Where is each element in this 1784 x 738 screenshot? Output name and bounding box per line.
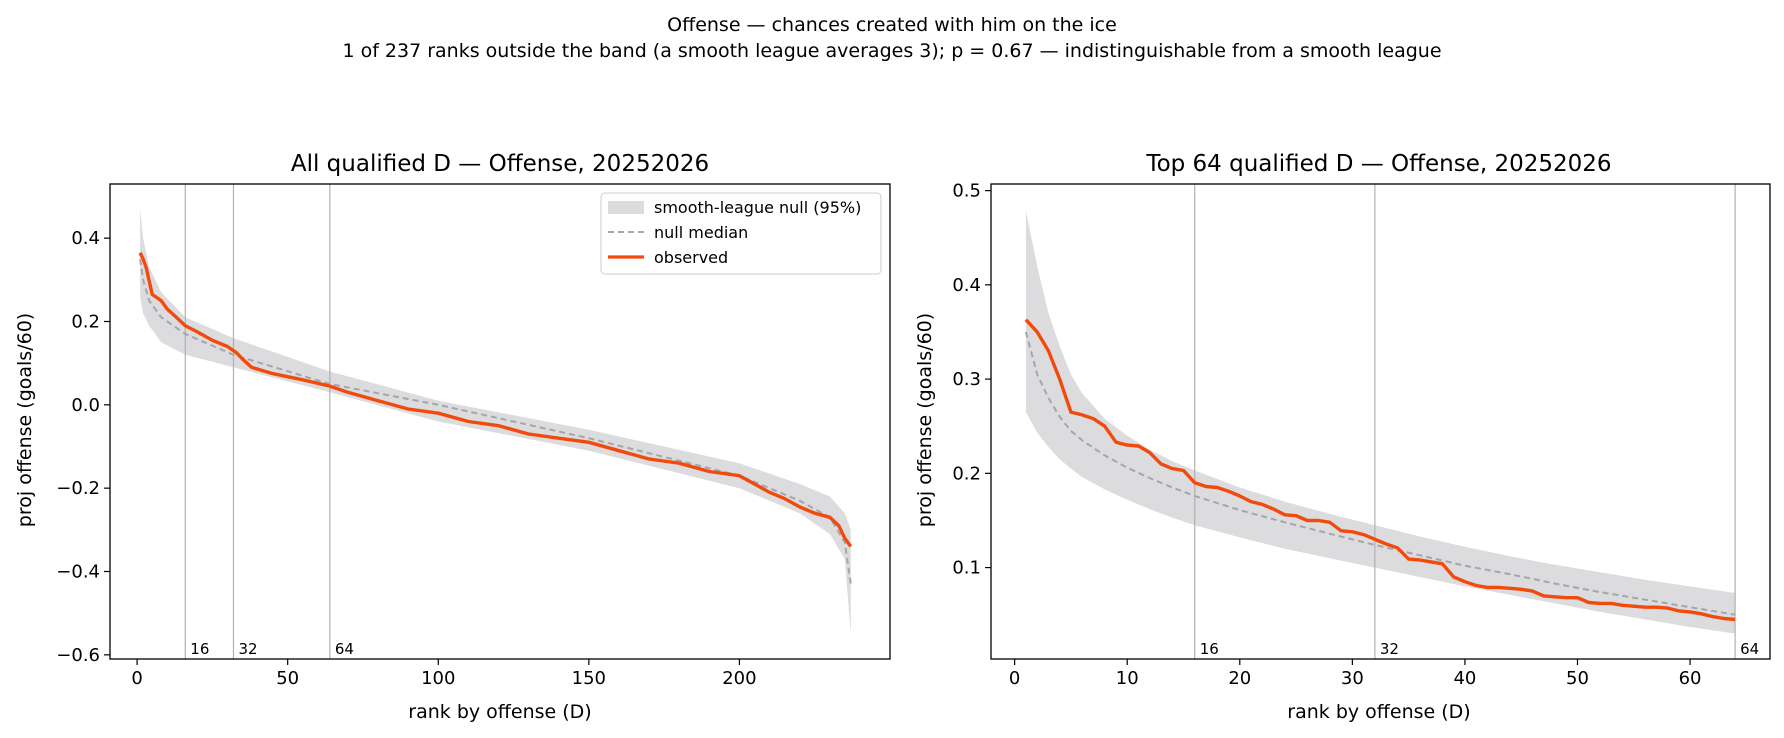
right-x-axis-label: rank by offense (D) xyxy=(1287,701,1470,723)
null-band xyxy=(140,209,851,634)
panel-left: All qualified D — Offense, 20252026 16 32… xyxy=(14,151,891,723)
left-y-axis-label: proj offense (goals/60) xyxy=(14,313,36,527)
x-tick-label: 10 xyxy=(1116,668,1139,689)
y-tick-label: 0.4 xyxy=(952,275,981,296)
y-tick-label: −0.4 xyxy=(56,562,100,583)
null-median-line xyxy=(1024,331,1736,616)
x-tick-label: 200 xyxy=(722,668,756,689)
x-tick-label: 60 xyxy=(1679,668,1702,689)
guide-label-16: 16 xyxy=(1200,640,1219,658)
guide-label-64: 64 xyxy=(1740,640,1759,658)
x-tick-label: 50 xyxy=(276,668,299,689)
x-tick-label: 30 xyxy=(1341,668,1364,689)
axes-frame xyxy=(109,183,891,660)
guide-label-32: 32 xyxy=(1380,640,1399,658)
legend-box xyxy=(600,192,882,275)
legend-band-label: smooth-league null (95%) xyxy=(654,198,861,217)
y-tick-label: 0.2 xyxy=(71,312,100,333)
axes-frame xyxy=(990,183,1771,660)
y-tick-label: 0.5 xyxy=(952,181,981,202)
guide-label-32: 32 xyxy=(238,640,257,658)
y-tick-label: 0.4 xyxy=(71,228,100,249)
null-median-line xyxy=(139,258,852,585)
y-tick-label: −0.2 xyxy=(56,478,100,499)
x-tick-label: 50 xyxy=(1566,668,1589,689)
legend-median-label: null median xyxy=(654,223,748,242)
suptitle-line2: 1 of 237 ranks outside the band (a smoot… xyxy=(342,40,1441,62)
x-tick-label: 0 xyxy=(131,668,142,689)
y-tick-label: 0.1 xyxy=(952,558,981,579)
y-tick-label: 0.3 xyxy=(952,369,981,390)
observed-line xyxy=(1024,318,1736,622)
legend: smooth-league null (95%) null median obs… xyxy=(600,192,882,275)
y-tick-label: 0.2 xyxy=(952,463,981,484)
legend-observed-label: observed xyxy=(654,248,728,267)
suptitle-line1: Offense — chances created with him on th… xyxy=(667,14,1117,36)
y-tick-label: −0.6 xyxy=(56,645,100,666)
right-y-axis-label: proj offense (goals/60) xyxy=(914,313,936,527)
y-tick-label: 0.0 xyxy=(71,395,100,416)
x-tick-label: 40 xyxy=(1453,668,1476,689)
right-chart-title: Top 64 qualified D — Offense, 20252026 xyxy=(1145,151,1611,177)
x-tick-label: 0 xyxy=(1009,668,1020,689)
null-band xyxy=(1025,211,1736,634)
left-chart-title: All qualified D — Offense, 20252026 xyxy=(291,151,709,177)
x-tick-label: 20 xyxy=(1228,668,1251,689)
observed-line xyxy=(138,252,853,548)
x-tick-label: 150 xyxy=(572,668,606,689)
x-tick-label: 100 xyxy=(421,668,455,689)
guide-label-64: 64 xyxy=(335,640,354,658)
panel-right: Top 64 qualified D — Offense, 20252026 1… xyxy=(914,151,1771,723)
legend-band-swatch xyxy=(608,201,644,214)
guide-label-16: 16 xyxy=(190,640,209,658)
left-x-axis-label: rank by offense (D) xyxy=(408,701,591,723)
